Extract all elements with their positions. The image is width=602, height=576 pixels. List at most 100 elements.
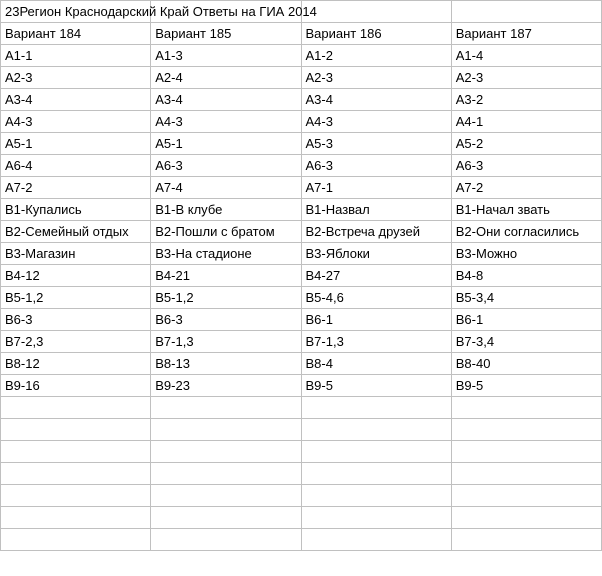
data-cell[interactable]: В7-1,3: [151, 331, 301, 353]
empty-row[interactable]: [1, 485, 602, 507]
data-cell[interactable]: А4-3: [151, 111, 301, 133]
empty-row[interactable]: [1, 419, 602, 441]
data-cell[interactable]: В1-Купались: [1, 199, 151, 221]
data-cell[interactable]: В3-Можно: [451, 243, 601, 265]
data-cell[interactable]: А3-4: [1, 89, 151, 111]
header-cell[interactable]: Вариант 186: [301, 23, 451, 45]
data-cell[interactable]: А2-4: [151, 67, 301, 89]
data-cell[interactable]: В4-21: [151, 265, 301, 287]
data-cell[interactable]: В9-23: [151, 375, 301, 397]
empty-cell[interactable]: [451, 397, 601, 419]
data-row[interactable]: А4-3А4-3А4-3А4-1: [1, 111, 602, 133]
empty-cell[interactable]: [301, 529, 451, 551]
empty-cell[interactable]: [301, 1, 451, 23]
header-cell[interactable]: Вариант 185: [151, 23, 301, 45]
data-cell[interactable]: В3-Яблоки: [301, 243, 451, 265]
empty-cell[interactable]: [151, 529, 301, 551]
data-cell[interactable]: А3-4: [151, 89, 301, 111]
header-cell[interactable]: Вариант 184: [1, 23, 151, 45]
empty-cell[interactable]: [151, 419, 301, 441]
data-cell[interactable]: А6-3: [451, 155, 601, 177]
empty-cell[interactable]: [451, 485, 601, 507]
data-cell[interactable]: А5-1: [1, 133, 151, 155]
data-cell[interactable]: А6-3: [301, 155, 451, 177]
data-cell[interactable]: А5-1: [151, 133, 301, 155]
data-cell[interactable]: В1-Назвал: [301, 199, 451, 221]
data-cell[interactable]: В8-13: [151, 353, 301, 375]
empty-cell[interactable]: [151, 441, 301, 463]
data-cell[interactable]: В7-2,3: [1, 331, 151, 353]
empty-cell[interactable]: [1, 441, 151, 463]
data-cell[interactable]: В5-4,6: [301, 287, 451, 309]
data-cell[interactable]: В5-3,4: [451, 287, 601, 309]
data-cell[interactable]: В6-1: [451, 309, 601, 331]
empty-row[interactable]: [1, 507, 602, 529]
empty-cell[interactable]: [301, 463, 451, 485]
header-row[interactable]: Вариант 184 Вариант 185 Вариант 186 Вари…: [1, 23, 602, 45]
empty-cell[interactable]: [151, 463, 301, 485]
data-cell[interactable]: В4-8: [451, 265, 601, 287]
data-row[interactable]: В4-12В4-21В4-27В4-8: [1, 265, 602, 287]
data-cell[interactable]: В1-В клубе: [151, 199, 301, 221]
empty-cell[interactable]: [451, 1, 601, 23]
data-cell[interactable]: В6-3: [151, 309, 301, 331]
empty-row[interactable]: [1, 529, 602, 551]
data-cell[interactable]: В1-Начал звать: [451, 199, 601, 221]
data-row[interactable]: В3-МагазинВ3-На стадионеВ3-ЯблокиВ3-Можн…: [1, 243, 602, 265]
data-cell[interactable]: А7-1: [301, 177, 451, 199]
header-cell[interactable]: Вариант 187: [451, 23, 601, 45]
empty-cell[interactable]: [151, 507, 301, 529]
data-cell[interactable]: А7-2: [451, 177, 601, 199]
data-cell[interactable]: А2-3: [301, 67, 451, 89]
data-cell[interactable]: А4-3: [1, 111, 151, 133]
data-cell[interactable]: В8-4: [301, 353, 451, 375]
data-cell[interactable]: А6-4: [1, 155, 151, 177]
data-cell[interactable]: В9-16: [1, 375, 151, 397]
empty-cell[interactable]: [451, 419, 601, 441]
empty-cell[interactable]: [1, 529, 151, 551]
data-cell[interactable]: В7-1,3: [301, 331, 451, 353]
data-cell[interactable]: А1-2: [301, 45, 451, 67]
data-cell[interactable]: В2-Встреча друзей: [301, 221, 451, 243]
data-cell[interactable]: В4-27: [301, 265, 451, 287]
empty-cell[interactable]: [151, 485, 301, 507]
data-row[interactable]: В6-3В6-3В6-1В6-1: [1, 309, 602, 331]
data-row[interactable]: В8-12В8-13В8-4В8-40: [1, 353, 602, 375]
data-row[interactable]: В7-2,3В7-1,3В7-1,3В7-3,4: [1, 331, 602, 353]
data-cell[interactable]: В8-40: [451, 353, 601, 375]
empty-cell[interactable]: [1, 485, 151, 507]
data-cell[interactable]: А5-3: [301, 133, 451, 155]
data-row[interactable]: А3-4А3-4А3-4А3-2: [1, 89, 602, 111]
empty-cell[interactable]: [301, 485, 451, 507]
empty-cell[interactable]: [451, 529, 601, 551]
data-cell[interactable]: В9-5: [451, 375, 601, 397]
empty-cell[interactable]: [1, 419, 151, 441]
empty-cell[interactable]: [451, 441, 601, 463]
data-cell[interactable]: А3-2: [451, 89, 601, 111]
data-cell[interactable]: В8-12: [1, 353, 151, 375]
title-cell[interactable]: 23Регион Краснодарский Край Ответы на ГИ…: [1, 1, 151, 23]
empty-cell[interactable]: [301, 419, 451, 441]
data-cell[interactable]: А1-4: [451, 45, 601, 67]
data-cell[interactable]: В5-1,2: [1, 287, 151, 309]
data-cell[interactable]: В2-Семейный отдых: [1, 221, 151, 243]
data-row[interactable]: А6-4А6-3А6-3А6-3: [1, 155, 602, 177]
data-cell[interactable]: В5-1,2: [151, 287, 301, 309]
data-cell[interactable]: А5-2: [451, 133, 601, 155]
data-row[interactable]: А1-1А1-3А1-2А1-4: [1, 45, 602, 67]
empty-cell[interactable]: [451, 507, 601, 529]
data-cell[interactable]: А1-3: [151, 45, 301, 67]
data-cell[interactable]: В6-1: [301, 309, 451, 331]
empty-cell[interactable]: [1, 507, 151, 529]
data-cell[interactable]: А2-3: [1, 67, 151, 89]
empty-cell[interactable]: [151, 397, 301, 419]
data-cell[interactable]: А2-3: [451, 67, 601, 89]
data-cell[interactable]: А4-1: [451, 111, 601, 133]
empty-cell[interactable]: [301, 507, 451, 529]
data-cell[interactable]: В6-3: [1, 309, 151, 331]
data-cell[interactable]: А1-1: [1, 45, 151, 67]
data-row[interactable]: А2-3А2-4А2-3А2-3: [1, 67, 602, 89]
data-cell[interactable]: В3-Магазин: [1, 243, 151, 265]
data-cell[interactable]: В2-Они согласились: [451, 221, 601, 243]
empty-cell[interactable]: [301, 397, 451, 419]
